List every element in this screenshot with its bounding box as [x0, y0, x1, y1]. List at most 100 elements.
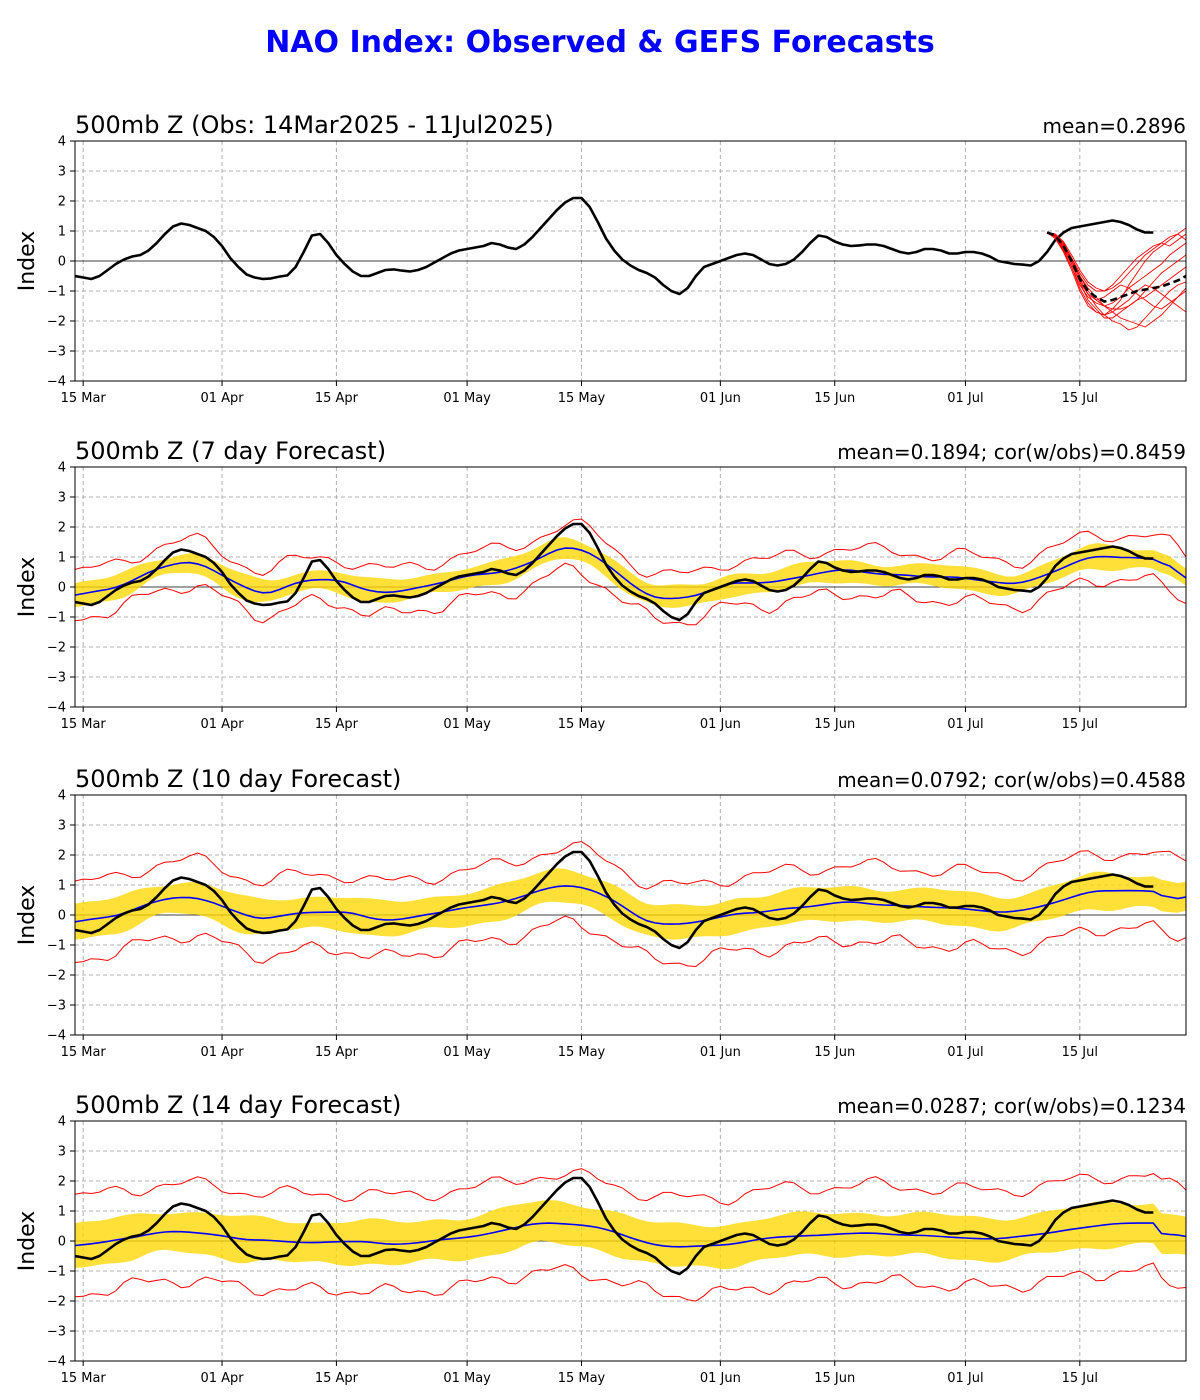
ensemble-member-line	[1046, 232, 1186, 307]
x-tick-label: 01 Apr	[200, 1045, 244, 1060]
y-tick-label: 2	[58, 849, 66, 864]
y-tick-label: 2	[58, 1175, 66, 1190]
x-tick-label: 15 Mar	[61, 391, 107, 406]
y-tick-label: 3	[58, 819, 66, 834]
plot-area	[75, 841, 1186, 968]
y-tick-label: −2	[47, 641, 66, 656]
y-tick-label: −1	[47, 285, 66, 300]
panel-3: −4 −3 −2 −1 0 1 2 3 4 15 Mar 01 Apr 15 Apr 01 May 15 …	[15, 765, 1187, 1060]
y-tick-label: −3	[47, 671, 66, 686]
y-tick-label: −2	[47, 315, 66, 330]
x-tick-label: 15 May	[558, 1371, 606, 1386]
x-tick-label: 01 May	[443, 717, 491, 732]
min-line	[75, 1262, 1186, 1302]
x-tick-label: 15 Mar	[61, 1371, 107, 1386]
y-tick-label: −3	[47, 999, 66, 1014]
y-tick-label: 0	[58, 255, 66, 270]
plot-area	[75, 518, 1186, 626]
y-tick-label: −1	[47, 611, 66, 626]
y-tick-label: −4	[47, 1355, 66, 1370]
x-tick-label: 01 Jun	[700, 1371, 741, 1386]
panel-stat: mean=0.0287; cor(w/obs)=0.1234	[837, 1094, 1186, 1118]
y-tick-label: −3	[47, 345, 66, 360]
panel-2: −4 −3 −2 −1 0 1 2 3 4 15 Mar 01 Apr 15 Apr 01 May 15 …	[15, 437, 1187, 732]
y-tick-label: 4	[58, 461, 66, 476]
panel-stat: mean=0.1894; cor(w/obs)=0.8459	[837, 440, 1186, 464]
ensemble-member-line	[1046, 232, 1186, 319]
ensemble-member-line	[1046, 232, 1186, 331]
ensemble-mean-line	[1046, 231, 1186, 303]
ensemble-member-line	[1047, 232, 1186, 328]
x-tick-label: 15 Jul	[1062, 391, 1098, 406]
observed-series-line	[75, 196, 1154, 296]
x-tick-label: 01 Apr	[200, 1371, 244, 1386]
max-line	[75, 1168, 1186, 1206]
y-tick-label: 3	[58, 491, 66, 506]
panel-title: 500mb Z (7 day Forecast)	[75, 437, 386, 465]
observed-series-line	[75, 1176, 1154, 1276]
observed-series-line	[75, 850, 1154, 950]
y-axis-label: Index	[15, 885, 40, 946]
y-tick-label: 4	[58, 1115, 66, 1130]
y-tick-label: 1	[58, 879, 66, 894]
y-tick-label: 3	[58, 165, 66, 180]
x-tick-label: 01 May	[443, 391, 491, 406]
forecast-mean-line	[75, 547, 1186, 600]
panel-title: 500mb Z (14 day Forecast)	[75, 1091, 401, 1119]
x-tick-label: 01 Jun	[700, 1045, 741, 1060]
y-tick-label: 3	[58, 1145, 66, 1160]
y-tick-label: 4	[58, 135, 66, 150]
panel-1: −4 −3 −2 −1 0 1 2 3 4 15 Mar 01 Apr 15 Apr 01 May 15 …	[15, 111, 1187, 406]
y-tick-label: −1	[47, 939, 66, 954]
y-tick-label: −4	[47, 1029, 66, 1044]
y-tick-label: 0	[58, 909, 66, 924]
figure-title: NAO Index: Observed & GEFS Forecasts	[265, 25, 935, 60]
plot-area	[75, 196, 1186, 331]
x-tick-label: 15 Jun	[814, 1045, 855, 1060]
x-tick-label: 01 Jul	[947, 717, 983, 732]
panel-title: 500mb Z (Obs: 14Mar2025 - 11Jul2025)	[75, 111, 554, 139]
x-tick-label: 01 Jun	[700, 717, 741, 732]
y-tick-label: 4	[58, 789, 66, 804]
spread-band	[75, 537, 1186, 608]
x-tick-label: 15 Apr	[315, 1371, 359, 1386]
y-tick-label: 2	[58, 195, 66, 210]
y-axis-label: Index	[15, 231, 40, 292]
x-tick-label: 01 Jul	[947, 391, 983, 406]
min-line	[75, 562, 1186, 626]
forecast-mean-line	[75, 885, 1186, 925]
y-tick-label: −4	[47, 375, 66, 390]
y-tick-label: −2	[47, 1295, 66, 1310]
ensemble-member-line	[1046, 227, 1186, 316]
x-tick-label: 01 Jul	[947, 1045, 983, 1060]
ensemble-member-line	[1046, 232, 1186, 316]
panel-stat: mean=0.0792; cor(w/obs)=0.4588	[837, 768, 1186, 792]
observed-series-line	[75, 522, 1154, 622]
x-tick-label: 01 Apr	[200, 717, 244, 732]
y-tick-label: −1	[47, 1265, 66, 1280]
x-tick-label: 15 May	[558, 717, 606, 732]
y-tick-label: 2	[58, 521, 66, 536]
x-tick-label: 15 Jun	[814, 1371, 855, 1386]
x-tick-label: 15 Mar	[61, 717, 107, 732]
panel-title: 500mb Z (10 day Forecast)	[75, 765, 401, 793]
x-tick-label: 15 Jul	[1062, 717, 1098, 732]
x-tick-label: 15 Jul	[1062, 1045, 1098, 1060]
x-tick-label: 15 Jun	[814, 391, 855, 406]
x-tick-label: 01 May	[443, 1045, 491, 1060]
x-tick-label: 01 Apr	[200, 391, 244, 406]
chart-panels: −4 −3 −2 −1 0 1 2 3 4 15 Mar 01 Apr 15 Apr 01 May 15 …	[15, 111, 1187, 1386]
min-line	[75, 915, 1186, 968]
plot-area	[75, 1168, 1186, 1302]
y-tick-label: 1	[58, 551, 66, 566]
max-line	[75, 518, 1186, 578]
max-line	[75, 841, 1186, 890]
ensemble-member-line	[1046, 232, 1186, 310]
y-axis-label: Index	[15, 557, 40, 618]
y-tick-label: 1	[58, 1205, 66, 1220]
forecast-mean-line	[75, 1222, 1186, 1248]
y-tick-label: 1	[58, 225, 66, 240]
y-tick-label: −3	[47, 1325, 66, 1340]
x-tick-label: 01 Jul	[947, 1371, 983, 1386]
